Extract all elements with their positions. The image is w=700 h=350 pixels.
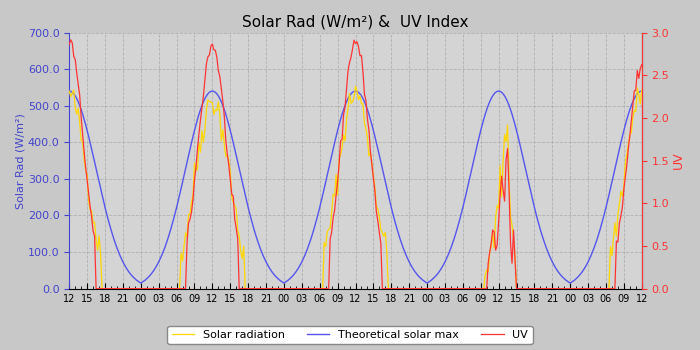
UV (638, 63, 646, 67)
Y-axis label: UV: UV (672, 152, 685, 169)
UV (466, 287, 475, 291)
Solar radiation (78, 140, 87, 145)
Y-axis label: Solar Rad (W/m²): Solar Rad (W/m²) (15, 113, 25, 209)
Solar radiation (448, 287, 456, 291)
Theoretical solar max (116, 253, 124, 258)
UV (119, 287, 127, 291)
UV (65, 42, 74, 47)
UV (304, 287, 312, 291)
UV (92, 287, 100, 291)
Solar radiation (98, 287, 106, 291)
UV (371, 189, 379, 194)
Theoretical solar max (136, 281, 145, 285)
Title: Solar Rad (W/m²) &  UV Index: Solar Rad (W/m²) & UV Index (242, 15, 469, 30)
Line: Solar radiation: Solar radiation (69, 86, 642, 289)
Theoretical solar max (638, 89, 646, 93)
Solar radiation (117, 287, 125, 291)
Solar radiation (638, 88, 646, 92)
UV (66, 38, 75, 42)
UV (448, 287, 456, 291)
Solar radiation (65, 89, 74, 93)
Theoretical solar max (65, 89, 74, 93)
Solar radiation (351, 84, 360, 88)
Theoretical solar max (369, 128, 377, 133)
Solar radiation (302, 287, 311, 291)
Solar radiation (466, 287, 475, 291)
Line: Theoretical solar max: Theoretical solar max (69, 91, 642, 283)
Theoretical solar max (465, 180, 473, 184)
Theoretical solar max (447, 246, 455, 250)
Solar radiation (371, 186, 379, 190)
Theoretical solar max (302, 250, 311, 254)
UV (80, 150, 88, 154)
Theoretical solar max (78, 112, 87, 117)
Line: UV: UV (69, 40, 642, 289)
Legend: Solar radiation, Theoretical solar max, UV: Solar radiation, Theoretical solar max, … (167, 326, 533, 344)
